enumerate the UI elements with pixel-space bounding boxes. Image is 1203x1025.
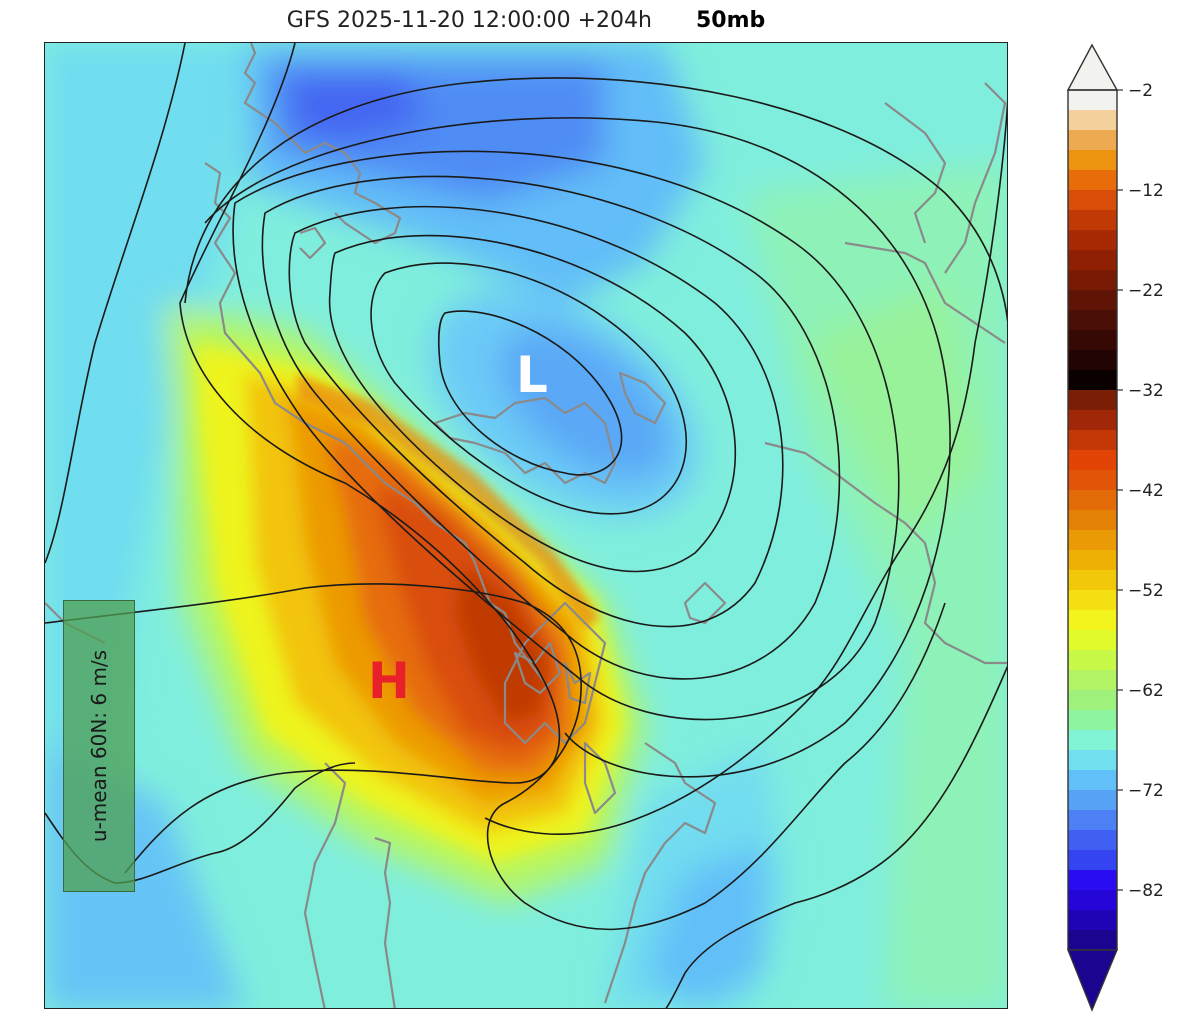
chart-title: GFS 2025-11-20 12:00:00 +204h 50mb [0, 8, 1052, 33]
colorbar-band [1068, 890, 1117, 911]
colorbar-band [1068, 910, 1117, 931]
colorbar-band [1068, 710, 1117, 731]
colorbar-band [1068, 190, 1117, 211]
colorbar-band [1068, 330, 1117, 351]
colorbar-band [1068, 630, 1117, 651]
colorbar-ticks: −2 −12 −22 −32 −42 −52 −62 −72 −82 [1117, 81, 1164, 901]
pressure-level: 50mb [696, 8, 766, 33]
colorbar-band [1068, 530, 1117, 551]
colorbar-band [1068, 810, 1117, 831]
map-plot-area: L H [44, 42, 1008, 1009]
colorbar-band [1068, 770, 1117, 791]
colorbar-band [1068, 90, 1117, 111]
colorbar-tick-label: −22 [1128, 281, 1164, 301]
colorbar-band [1068, 610, 1117, 631]
colorbar-frame [1067, 89, 1118, 951]
colorbar-bands [1068, 90, 1117, 951]
colorbar-band [1068, 270, 1117, 291]
colorbar-band [1068, 230, 1117, 251]
colorbar-tick-label: −2 [1128, 81, 1153, 101]
colorbar: −2 −12 −22 −32 −42 −52 −62 −72 −82 [1060, 40, 1203, 1021]
colorbar-band [1068, 170, 1117, 191]
colorbar-band [1068, 690, 1117, 711]
colorbar-band [1068, 550, 1117, 571]
colorbar-tick-label: −32 [1128, 381, 1164, 401]
colorbar-band [1068, 350, 1117, 371]
temperature-field [45, 43, 1007, 1008]
colorbar-tick-label: −62 [1128, 681, 1164, 701]
colorbar-extend-min [1066, 949, 1119, 1012]
colorbar-band [1068, 830, 1117, 851]
colorbar-band [1068, 670, 1117, 691]
colorbar-band [1068, 490, 1117, 511]
colorbar-band [1068, 150, 1117, 171]
colorbar-band [1068, 310, 1117, 331]
colorbar-band [1068, 250, 1117, 271]
colorbar-band [1068, 790, 1117, 811]
colorbar-band [1068, 470, 1117, 491]
colorbar-band [1068, 730, 1117, 751]
colorbar-band [1068, 110, 1117, 131]
colorbar-tick-label: −82 [1128, 881, 1164, 901]
colorbar-band [1068, 130, 1117, 151]
colorbar-tick-label: −72 [1128, 781, 1164, 801]
colorbar-band [1068, 210, 1117, 231]
u-mean-text: u-mean 60N: 6 m/s [87, 649, 111, 843]
colorbar-extend-max [1066, 43, 1119, 91]
u-mean-annotation-box: u-mean 60N: 6 m/s [63, 600, 135, 892]
colorbar-band [1068, 450, 1117, 471]
colorbar-band [1068, 850, 1117, 871]
colorbar-tick-label: −52 [1128, 581, 1164, 601]
colorbar-band [1068, 870, 1117, 891]
height-contours [45, 43, 1007, 1008]
colorbar-band [1068, 510, 1117, 531]
colorbar-band [1068, 930, 1117, 951]
colorbar-band [1068, 590, 1117, 611]
colorbar-band [1068, 750, 1117, 771]
title-text: GFS 2025-11-20 12:00:00 +204h [286, 8, 652, 33]
colorbar-band [1068, 570, 1117, 591]
low-pressure-label: L [516, 346, 548, 404]
colorbar-band [1068, 650, 1117, 671]
colorbar-band [1068, 290, 1117, 311]
high-pressure-label: H [368, 652, 410, 710]
colorbar-band [1068, 410, 1117, 431]
colorbar-tick-label: −12 [1128, 181, 1164, 201]
colorbar-band [1068, 370, 1117, 391]
colorbar-band [1068, 430, 1117, 451]
colorbar-band [1068, 390, 1117, 411]
colorbar-tick-label: −42 [1128, 481, 1164, 501]
